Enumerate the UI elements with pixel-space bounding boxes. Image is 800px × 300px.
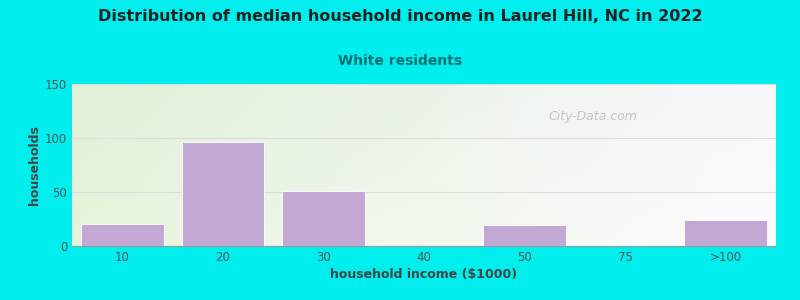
- Bar: [685, 220, 767, 246]
- Y-axis label: households: households: [28, 125, 41, 205]
- X-axis label: household income ($1000): household income ($1000): [330, 268, 518, 281]
- Text: White residents: White residents: [338, 54, 462, 68]
- Text: Distribution of median household income in Laurel Hill, NC in 2022: Distribution of median household income …: [98, 9, 702, 24]
- Bar: [182, 142, 264, 246]
- Bar: [282, 191, 365, 246]
- Text: City-Data.com: City-Data.com: [549, 110, 638, 123]
- Bar: [483, 226, 566, 246]
- Bar: [81, 224, 163, 246]
